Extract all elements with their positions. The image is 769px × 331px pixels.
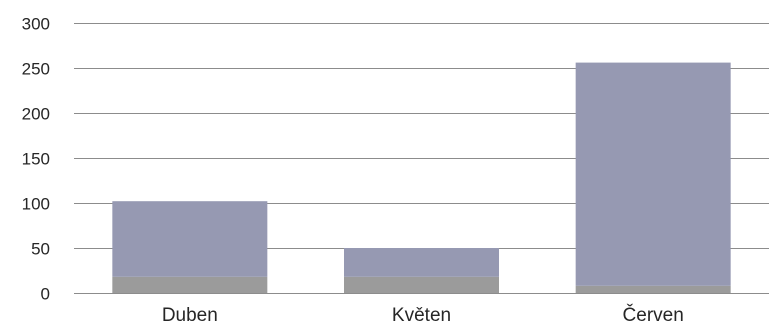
bar-květen-segment-1 [344, 276, 499, 293]
y-tick-label: 0 [41, 285, 50, 304]
bar-květen-segment-2 [344, 248, 499, 277]
y-tick-label: 300 [22, 15, 50, 34]
x-category-label: Duben [162, 305, 218, 326]
bar-duben-segment-1 [112, 276, 268, 293]
bars [112, 62, 731, 293]
y-tick-label: 50 [31, 240, 50, 259]
y-tick-label: 100 [22, 195, 50, 214]
y-tick-label: 150 [22, 150, 50, 169]
bar-duben-segment-2 [112, 201, 268, 277]
x-axis-category-labels: Duben Květen Červen [162, 304, 684, 326]
bar-červen-segment-2 [575, 62, 731, 286]
x-category-label: Květen [392, 305, 451, 326]
y-tick-label: 250 [22, 60, 50, 79]
y-tick-label: 200 [22, 105, 50, 124]
x-category-label: Červen [623, 304, 684, 326]
bar-červen-segment-1 [575, 285, 731, 293]
y-axis-tick-labels: 0 50 100 150 200 250 300 [22, 15, 50, 304]
